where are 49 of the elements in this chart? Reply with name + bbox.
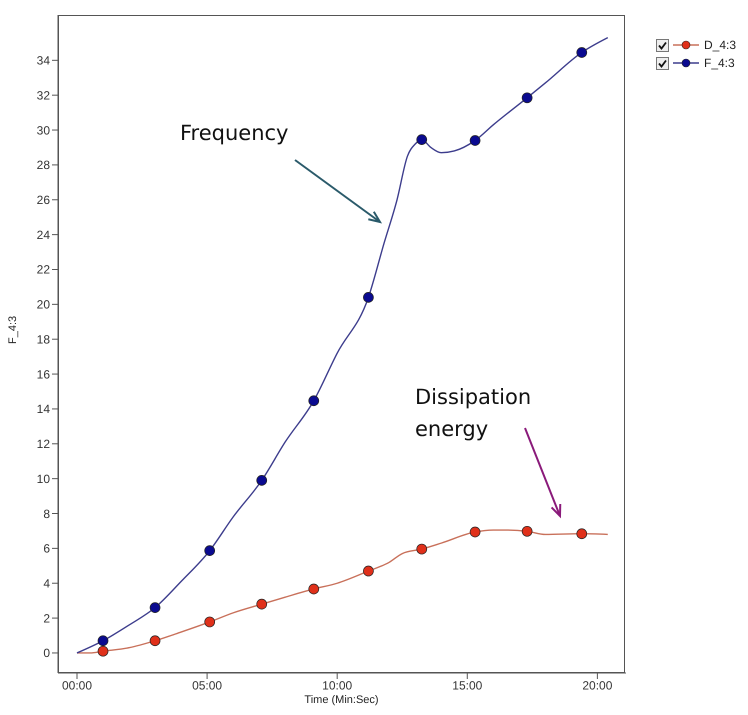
point: [204, 545, 216, 556]
y-tick-label: 20: [36, 298, 50, 312]
point: [150, 635, 160, 646]
point: [416, 544, 428, 554]
y-tick-label: 28: [36, 158, 50, 172]
y-tick-label: 4: [43, 576, 50, 590]
y-tick-label: 18: [36, 332, 50, 346]
y-tick-label: 12: [36, 437, 50, 452]
y-tick-label: 14: [36, 402, 50, 416]
point: [150, 602, 160, 613]
point: [576, 47, 588, 58]
y-axis-title: F_4:3: [6, 316, 19, 344]
point: [256, 475, 268, 486]
y-tick-label: 10: [36, 472, 50, 486]
point: [363, 566, 374, 576]
y-tick-label: 0: [43, 646, 50, 660]
annotation: Dissipation energy: [415, 385, 532, 441]
x-tick-label: 00:00: [62, 678, 92, 693]
point: [470, 135, 480, 146]
point: [98, 635, 108, 646]
point: [522, 526, 532, 537]
y-tick-label: 34: [36, 54, 50, 68]
legend-label: D_4:3: [704, 38, 736, 52]
point: [470, 526, 480, 538]
y-tick-label: 8: [43, 506, 50, 521]
point: [98, 646, 108, 657]
y-tick-label: 32: [36, 88, 50, 102]
point: [256, 598, 268, 610]
x-tick-label: 10:00: [322, 678, 353, 693]
y-tick-label: 30: [36, 123, 50, 138]
x-tick-label: 05:00: [192, 678, 222, 693]
point: [522, 92, 532, 104]
point: [204, 616, 216, 628]
point: [308, 584, 320, 594]
y-tick-label: 26: [36, 193, 50, 208]
y-tick-label: 16: [36, 367, 50, 382]
point: [416, 134, 428, 145]
annotation: Frequency: [180, 121, 288, 145]
x-tick-label: 20:00: [582, 678, 613, 693]
x-tick-label: 15:00: [452, 678, 483, 693]
point: [576, 528, 588, 540]
x-axis-title: Time (Min:Sec): [303, 693, 380, 707]
y-tick-label: 24: [36, 228, 50, 242]
legend-label: F_4:3: [704, 56, 735, 70]
point: [363, 292, 374, 303]
y-tick-label: 22: [36, 262, 50, 277]
y-tick-label: 2: [43, 611, 50, 626]
point: [308, 395, 320, 406]
y-tick-label: 6: [43, 542, 50, 556]
